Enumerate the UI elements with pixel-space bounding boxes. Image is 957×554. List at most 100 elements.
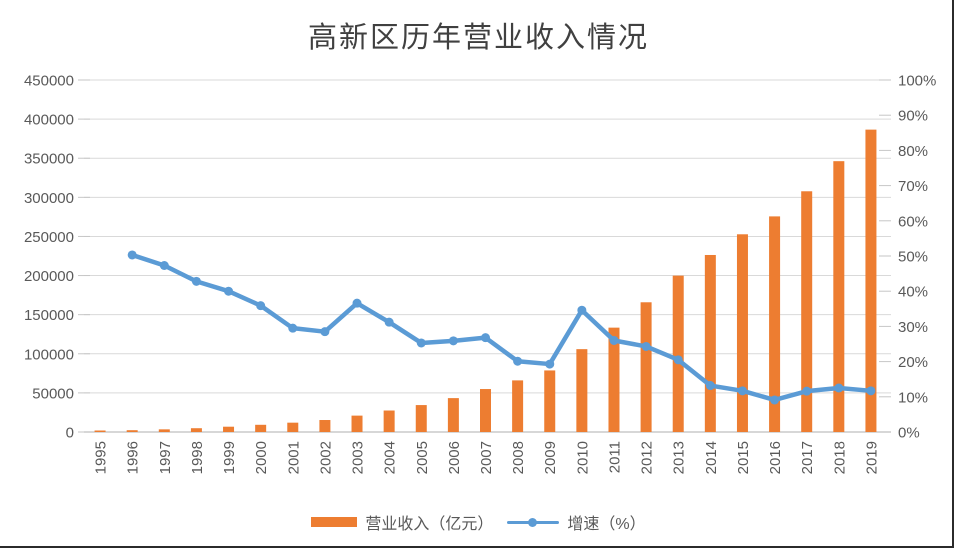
bar-2015 — [736, 234, 748, 432]
growth-marker-2014 — [705, 381, 715, 391]
left-axis-label: 0 — [66, 425, 74, 442]
x-axis-label-2014: 2014 — [703, 441, 720, 474]
x-axis-label-2012: 2012 — [639, 441, 656, 474]
x-axis-label-2002: 2002 — [317, 441, 334, 474]
x-axis-label-2016: 2016 — [767, 441, 784, 474]
growth-marker-2018 — [834, 383, 844, 393]
revenue-legend-label: 营业收入（亿元） — [365, 516, 494, 533]
x-axis-label-1998: 1998 — [189, 441, 206, 474]
bar-2018 — [833, 161, 845, 432]
growth-marker-2001 — [288, 323, 298, 333]
bar-2016 — [769, 216, 781, 432]
x-axis-label-1996: 1996 — [125, 441, 142, 474]
bar-2019 — [865, 129, 877, 432]
x-axis-label-2007: 2007 — [478, 441, 495, 474]
growth-marker-1997 — [159, 261, 169, 271]
bar-2002 — [319, 420, 331, 432]
x-axis-label-2019: 2019 — [863, 441, 880, 474]
growth-marker-2010 — [577, 305, 587, 315]
x-axis-label-1999: 1999 — [221, 441, 238, 474]
growth-marker-2005 — [416, 338, 426, 348]
right-axis-label: 90% — [898, 108, 928, 125]
bar-1998 — [190, 428, 202, 432]
right-axis-label: 70% — [898, 178, 928, 195]
x-axis-label-2015: 2015 — [735, 441, 752, 474]
left-axis-label: 300000 — [24, 190, 74, 207]
growth-marker-2013 — [673, 355, 683, 365]
bar-1999 — [223, 426, 235, 432]
right-axis-label: 0% — [898, 425, 920, 442]
legend-item-growth: 增速（%） — [507, 510, 646, 534]
right-axis-label: 80% — [898, 143, 928, 160]
right-axis-label: 100% — [898, 73, 936, 90]
right-axis-label: 20% — [898, 354, 928, 371]
growth-marker-2011 — [609, 335, 619, 345]
growth-marker-2000 — [256, 301, 266, 311]
bar-2001 — [287, 422, 299, 432]
x-axis-label-2006: 2006 — [446, 441, 463, 474]
right-axis-label: 50% — [898, 249, 928, 266]
left-axis-label: 400000 — [24, 112, 74, 129]
right-axis-label: 10% — [898, 389, 928, 406]
x-axis-label-2003: 2003 — [350, 441, 367, 474]
bar-2006 — [447, 398, 459, 432]
left-axis-label: 200000 — [24, 268, 74, 285]
bar-2010 — [576, 349, 588, 432]
left-axis-label: 50000 — [32, 385, 74, 402]
bar-2000 — [255, 424, 267, 432]
growth-marker-2019 — [866, 386, 876, 396]
bar-2005 — [415, 405, 427, 432]
x-axis-label-2018: 2018 — [831, 441, 848, 474]
bar-1997 — [158, 429, 170, 432]
x-axis-label-2005: 2005 — [414, 441, 431, 474]
bar-2013 — [672, 275, 684, 432]
revenue-legend-swatch — [311, 517, 358, 527]
bar-2017 — [801, 191, 813, 432]
right-axis-label: 40% — [898, 284, 928, 301]
growth-marker-2008 — [513, 356, 523, 366]
x-axis-label-1995: 1995 — [93, 441, 110, 474]
x-axis-label-2001: 2001 — [285, 441, 302, 474]
x-axis-label-2011: 2011 — [606, 441, 623, 473]
left-axis-label: 450000 — [24, 73, 74, 90]
right-axis-label: 30% — [898, 319, 928, 336]
growth-marker-2009 — [545, 359, 555, 369]
bar-2004 — [383, 410, 395, 432]
growth-legend-line-icon — [507, 517, 560, 528]
right-axis-label: 60% — [898, 213, 928, 230]
x-axis-label-2000: 2000 — [253, 441, 270, 474]
legend-item-revenue: 营业收入（亿元） — [311, 510, 493, 534]
bar-2008 — [512, 380, 524, 432]
growth-marker-2002 — [320, 327, 330, 337]
growth-marker-2016 — [770, 395, 780, 405]
growth-marker-2007 — [481, 333, 490, 343]
x-axis-label-2017: 2017 — [799, 441, 816, 474]
bar-1995 — [94, 430, 106, 432]
legend: 营业收入（亿元） 增速（%） — [0, 510, 957, 534]
growth-line — [129, 252, 874, 403]
x-axis-label-2009: 2009 — [542, 441, 559, 474]
growth-marker-2003 — [352, 298, 362, 308]
x-axis-label-2010: 2010 — [574, 441, 591, 474]
growth-marker-2012 — [641, 341, 651, 351]
bar-2009 — [544, 370, 556, 432]
left-axis-label: 150000 — [24, 307, 74, 324]
x-axis-label-2008: 2008 — [510, 441, 527, 474]
growth-marker-1996 — [127, 250, 137, 260]
growth-marker-1999 — [224, 286, 234, 296]
bar-1996 — [126, 430, 138, 432]
bar-2007 — [480, 389, 491, 432]
chart-title: 高新区历年营业收入情况 — [307, 20, 649, 54]
bar-2003 — [351, 415, 363, 432]
growth-marker-2006 — [448, 336, 458, 346]
growth-marker-2015 — [737, 386, 747, 396]
bar-2012 — [640, 302, 652, 432]
x-axis-label-1997: 1997 — [157, 441, 174, 474]
x-axis-label-2013: 2013 — [671, 441, 688, 474]
growth-marker-2004 — [384, 317, 394, 327]
left-axis-label: 350000 — [24, 151, 74, 168]
growth-marker-1998 — [191, 276, 201, 286]
growth-legend-label: 增速（%） — [567, 516, 646, 533]
